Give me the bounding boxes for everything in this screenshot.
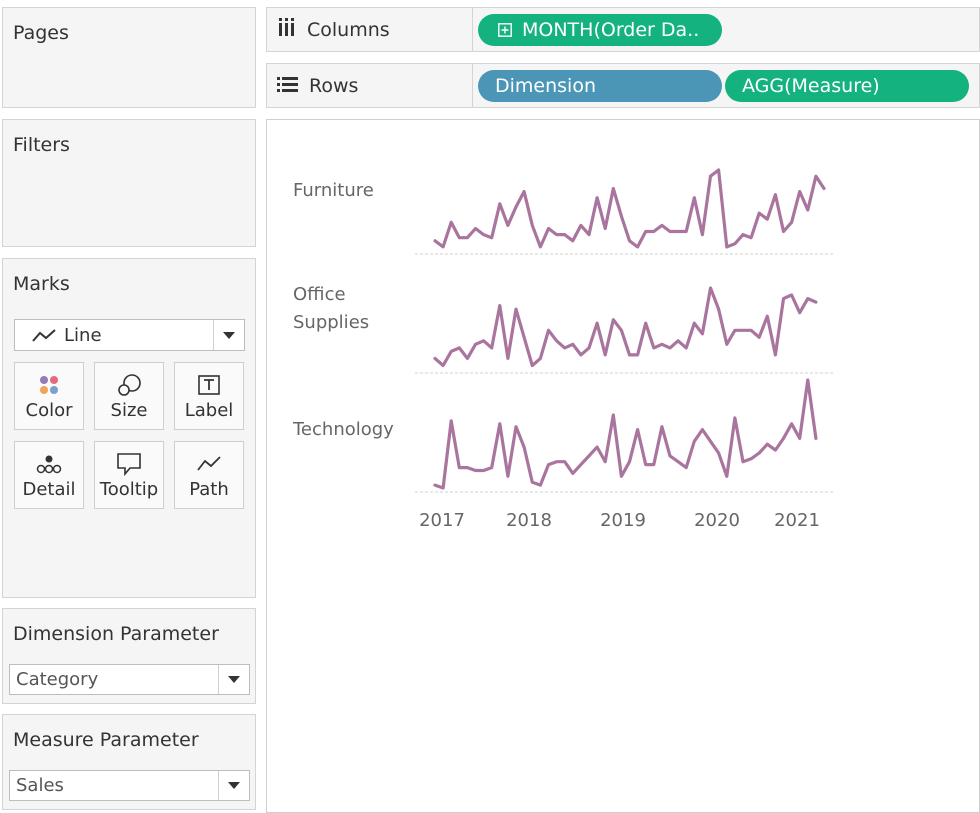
columns-shelf[interactable]: Columns MONTH(Order Da.. (266, 7, 980, 52)
dimension-parameter-title: Dimension Parameter (13, 623, 219, 645)
x-tick-label-2021: 2021 (774, 510, 820, 531)
dimension-parameter-card: Dimension Parameter Category (2, 608, 256, 704)
label-icon (175, 373, 243, 397)
measure-parameter-dropdown[interactable]: Sales (9, 770, 250, 801)
tooltip-label: Tooltip (99, 479, 159, 500)
filters-card: Filters (2, 119, 256, 247)
detail-icon (15, 452, 83, 476)
dimension-pill[interactable]: Dimension (478, 70, 722, 102)
label-label: Label (184, 400, 234, 421)
label-button[interactable]: Label (174, 362, 244, 430)
size-label: Size (110, 400, 148, 421)
columns-shelf-divider (472, 8, 473, 51)
chevron-down-icon (228, 676, 240, 683)
columns-label: Columns (307, 18, 390, 41)
dimension-parameter-dropdown[interactable]: Category (9, 664, 250, 695)
dimension-parameter-arrow[interactable] (218, 665, 249, 694)
detail-label: Detail (22, 479, 76, 500)
size-button[interactable]: Size (94, 362, 164, 430)
chevron-down-icon (228, 782, 240, 789)
measure-parameter-card: Measure Parameter Sales (2, 714, 256, 810)
agg-measure-pill[interactable]: AGG(Measure) (725, 70, 969, 102)
line-chart: Furniture Office Supplies Technology 2017 201… (292, 168, 834, 531)
columns-shelf-label: Columns (277, 8, 390, 51)
viz-canvas: Furniture Office Supplies Technology 2017 201… (266, 119, 980, 813)
agg-measure-pill-label: AGG(Measure) (742, 75, 880, 97)
x-tick-label-2019: 2019 (600, 510, 646, 531)
color-button[interactable]: Color (14, 362, 84, 430)
line-mark-icon (31, 327, 57, 349)
series-line-office-supplies[interactable] (433, 286, 818, 368)
marks-card: Marks Line Color Size Label Detail (2, 258, 256, 598)
pages-title: Pages (13, 22, 69, 44)
measure-parameter-title: Measure Parameter (13, 729, 199, 751)
series-line-technology[interactable] (433, 378, 818, 490)
row-label-1: Office Supplies (293, 284, 369, 333)
color-label: Color (25, 400, 73, 421)
dimension-parameter-value: Category (16, 669, 99, 690)
month-order-date-pill[interactable]: MONTH(Order Da.. (478, 14, 722, 46)
row-label-0: Furniture (293, 180, 374, 201)
rows-shelf-divider (472, 64, 473, 107)
row-label-2: Technology (292, 419, 394, 440)
measure-parameter-arrow[interactable] (218, 771, 249, 800)
x-tick-label-2018: 2018 (506, 510, 552, 531)
expand-plus-icon (498, 23, 512, 37)
path-button[interactable]: Path (174, 441, 244, 509)
rows-shelf[interactable]: Rows Dimension AGG(Measure) (266, 63, 980, 108)
x-tick-label-2020: 2020 (694, 510, 740, 531)
columns-icon (277, 18, 297, 41)
size-icon (95, 373, 163, 397)
mark-type-dropdown[interactable]: Line (14, 319, 245, 351)
month-order-date-pill-label: MONTH(Order Da.. (522, 19, 700, 41)
path-icon (175, 452, 243, 476)
tooltip-button[interactable]: Tooltip (94, 441, 164, 509)
marks-title: Marks (13, 273, 70, 295)
pages-card: Pages (2, 7, 256, 108)
rows-icon (277, 75, 299, 97)
color-icon (15, 373, 83, 397)
rows-label: Rows (309, 74, 359, 97)
series-line-furniture[interactable] (433, 168, 826, 249)
mark-type-arrow[interactable] (213, 320, 244, 350)
rows-shelf-label: Rows (277, 64, 358, 107)
measure-parameter-value: Sales (16, 775, 64, 796)
mark-type-value: Line (64, 324, 102, 346)
x-tick-label-2017: 2017 (419, 510, 465, 531)
path-label: Path (189, 479, 229, 500)
filters-title: Filters (13, 134, 70, 156)
detail-button[interactable]: Detail (14, 441, 84, 509)
dimension-pill-label: Dimension (495, 75, 596, 97)
chevron-down-icon (223, 331, 235, 339)
tooltip-icon (95, 452, 163, 476)
